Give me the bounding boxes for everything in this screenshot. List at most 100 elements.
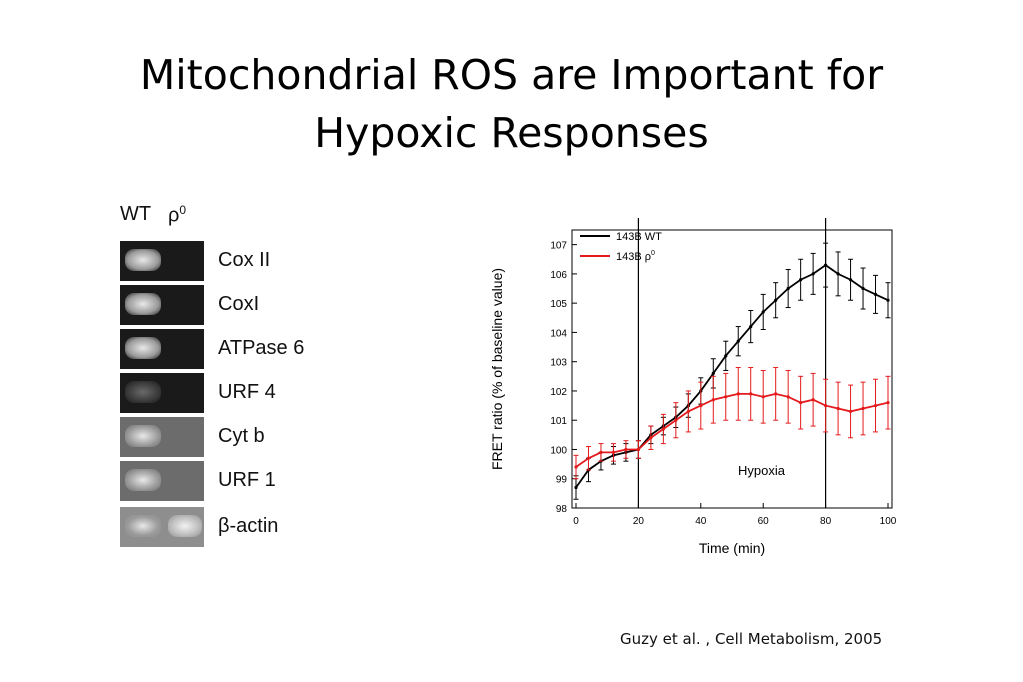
data-point [724,354,728,358]
data-point [661,427,665,431]
gel-label-cox-ii: Cox II [218,249,271,271]
data-point [861,286,865,291]
data-point [811,272,815,276]
data-point [824,403,828,408]
y-tick-label: 98 [556,504,568,515]
data-point [761,395,765,399]
data-point [886,401,890,405]
gel-column-wt: WT [120,203,152,225]
y-tick-label: 101 [550,416,567,427]
gel-lane-atpase-6 [120,329,204,369]
citation: Guzy et al. , Cell Metabolism, 2005 [620,630,883,648]
x-tick-label: 80 [820,516,832,527]
data-point [711,371,715,375]
data-point [873,292,878,296]
gel-label-urf-1: URF 1 [218,469,276,491]
data-point [799,278,803,282]
legend-label-wt: 143B WT [616,231,662,243]
data-point [786,286,790,291]
legend: 143B WT 143B ρ0 [580,231,662,263]
y-tick-label: 104 [550,328,567,339]
x-axis-label: Time (min) [699,540,765,556]
data-point [848,409,853,414]
y-tick-label: 106 [550,270,567,281]
data-point [736,392,740,396]
y-tick-label: 103 [550,358,567,369]
x-tick-label: 40 [695,516,707,527]
gel-band-wt [125,515,161,537]
series-line [575,392,889,468]
gel-lane-urf-1 [120,461,204,501]
data-point [774,392,778,396]
gel-lane-cox-ii [120,241,204,281]
data-point [649,436,653,440]
data-series [573,242,891,500]
data-point [761,310,765,314]
data-point [786,395,790,399]
x-axis: 0 20 40 60 80 100 [573,503,897,527]
y-tick-label: 102 [550,387,567,398]
y-axis-label: FRET ratio (% of baseline value) [489,268,505,470]
data-point [724,395,728,399]
data-point [586,456,591,460]
series-wt [573,242,891,500]
gel-panel: WT ρ0 Cox II CoxI ATPase 6 URF 4 Cyt b U… [110,195,410,560]
data-point [749,392,753,396]
x-tick-label: 60 [758,516,770,527]
gel-lane-coxi [120,285,204,325]
hypoxia-annotation: Hypoxia [738,463,786,478]
gel-label-coxi: CoxI [218,293,260,315]
y-tick-label: 100 [550,445,567,456]
series-rho [573,367,891,480]
data-point [574,485,578,490]
legend-label-rho: 143B ρ0 [616,250,655,263]
data-point [861,406,865,411]
data-point [811,398,815,402]
gel-lane-beta-actin [120,507,204,547]
legend-label-rho-superscript: 0 [651,250,655,257]
data-point [873,403,878,408]
gel-label-beta-actin: β-actin [218,515,279,537]
gel-band-wt [125,249,161,271]
data-point [686,409,690,414]
data-point [774,298,778,302]
gel-column-rho-symbol: ρ [168,204,180,227]
gel-column-rho-superscript: 0 [179,203,187,217]
gel-band-wt [125,293,161,315]
plot-frame [571,229,893,509]
gel-lane-cyt-b [120,417,204,457]
legend-label-rho-text: 143B ρ [616,251,651,263]
x-tick-label: 0 [573,516,579,527]
data-point [886,298,890,302]
gel-label-atpase-6: ATPase 6 [218,337,305,359]
slide-title: Mitochondrial ROS are Important for Hypo… [0,46,1023,162]
y-tick-label: 107 [550,241,567,252]
gel-band-wt [125,425,161,447]
data-point [836,406,840,411]
gel-band-wt [125,469,161,491]
data-point [749,324,753,329]
data-point [574,465,578,469]
y-tick-label: 99 [556,475,568,486]
data-point [736,339,740,343]
data-point [848,278,853,282]
data-point [799,401,803,405]
data-point [824,263,828,267]
data-point [611,450,616,454]
data-point [711,398,715,402]
slide-title-line-2: Hypoxic Responses [314,109,709,157]
y-axis: 98 99 100 101 102 103 104 105 106 107 [550,241,577,515]
slide-title-line-1: Mitochondrial ROS are Important for [139,51,884,99]
gel-column-rho: ρ0 [168,203,186,228]
gel-band-wt [125,337,161,359]
fret-chart: 98 99 100 101 102 103 104 105 106 107 0 20 40 60 80 10… [489,218,897,556]
gel-band-rho [168,515,202,537]
gel-lane-urf-4 [120,373,204,413]
series-line [575,264,889,489]
gel-band-wt [125,381,161,403]
hypoxia-markers [637,218,827,508]
gel-label-urf-4: URF 4 [218,381,276,403]
y-tick-label: 105 [550,299,567,310]
data-point [599,450,603,454]
data-point [636,447,640,452]
